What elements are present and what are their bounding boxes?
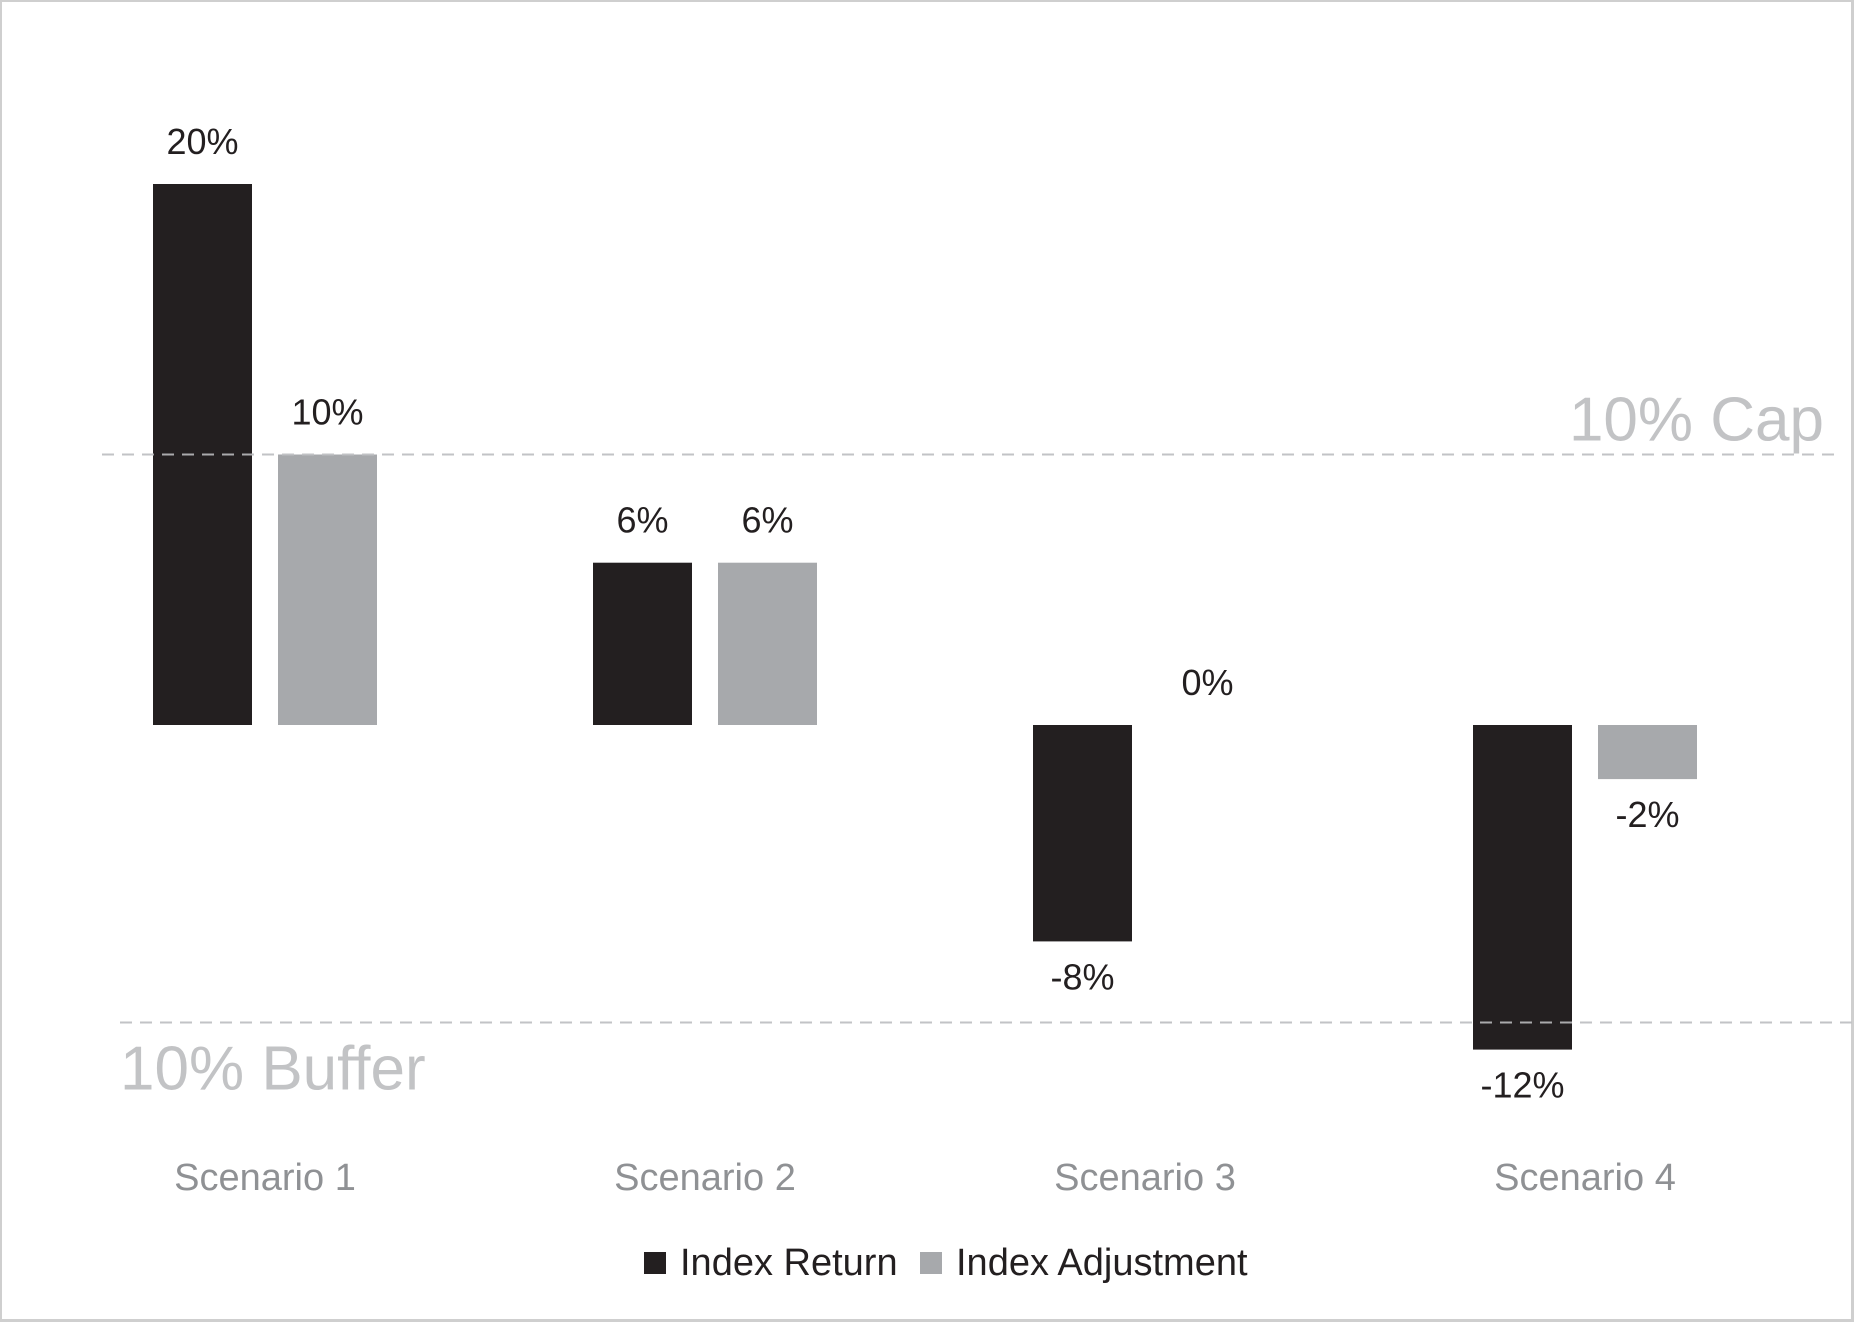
bar-index-adjustment-scenario-1: [278, 454, 377, 725]
category-label-scenario-4: Scenario 4: [1494, 1157, 1676, 1199]
bar-index-return-scenario-2: [593, 562, 692, 725]
category-label-scenario-1: Scenario 1: [174, 1157, 356, 1199]
legend-swatch-index-adjustment: [920, 1252, 942, 1274]
bars: [153, 184, 1697, 1050]
legend-label-index-adjustment: Index Adjustment: [956, 1242, 1248, 1284]
data-label-index-return-scenario-2: 6%: [616, 500, 668, 541]
bar-index-adjustment-scenario-4: [1598, 725, 1697, 780]
data-label-index-adjustment-scenario-3: 0%: [1181, 662, 1233, 703]
category-label-scenario-2: Scenario 2: [614, 1157, 796, 1199]
reference-overlay: [102, 453, 1852, 1024]
data-label-index-return-scenario-3: -8%: [1050, 956, 1114, 997]
data-label-index-return-scenario-4: -12%: [1480, 1065, 1564, 1106]
data-label-index-adjustment-scenario-2: 6%: [741, 500, 793, 541]
reference-label-10-buffer: 10% Buffer: [120, 1035, 426, 1104]
legend-label-index-return: Index Return: [680, 1242, 898, 1284]
data-label-index-adjustment-scenario-4: -2%: [1615, 794, 1679, 835]
legend-item-index-return: Index Return: [644, 1242, 898, 1284]
reference-label-10-cap: 10% Cap: [1569, 386, 1824, 455]
legend-item-index-adjustment: Index Adjustment: [920, 1242, 1248, 1284]
category-label-scenario-3: Scenario 3: [1054, 1157, 1236, 1199]
legend: Index Return Index Adjustment: [644, 1242, 1248, 1284]
data-label-index-return-scenario-1: 20%: [166, 121, 238, 162]
legend-swatch-index-return: [644, 1252, 666, 1274]
data-label-index-adjustment-scenario-1: 10%: [291, 392, 363, 433]
bar-index-return-scenario-3: [1033, 725, 1132, 942]
data-labels: 10% Cap 10% Buffer 20% 6% -8% -12% 10% 6% 0% -2%: [120, 121, 1824, 1106]
category-labels: Scenario 1 Scenario 2 Scenario 3 Scenario 4: [174, 1157, 1676, 1199]
bar-index-adjustment-scenario-2: [718, 562, 817, 725]
bar-index-return-scenario-4: [1473, 725, 1572, 1050]
